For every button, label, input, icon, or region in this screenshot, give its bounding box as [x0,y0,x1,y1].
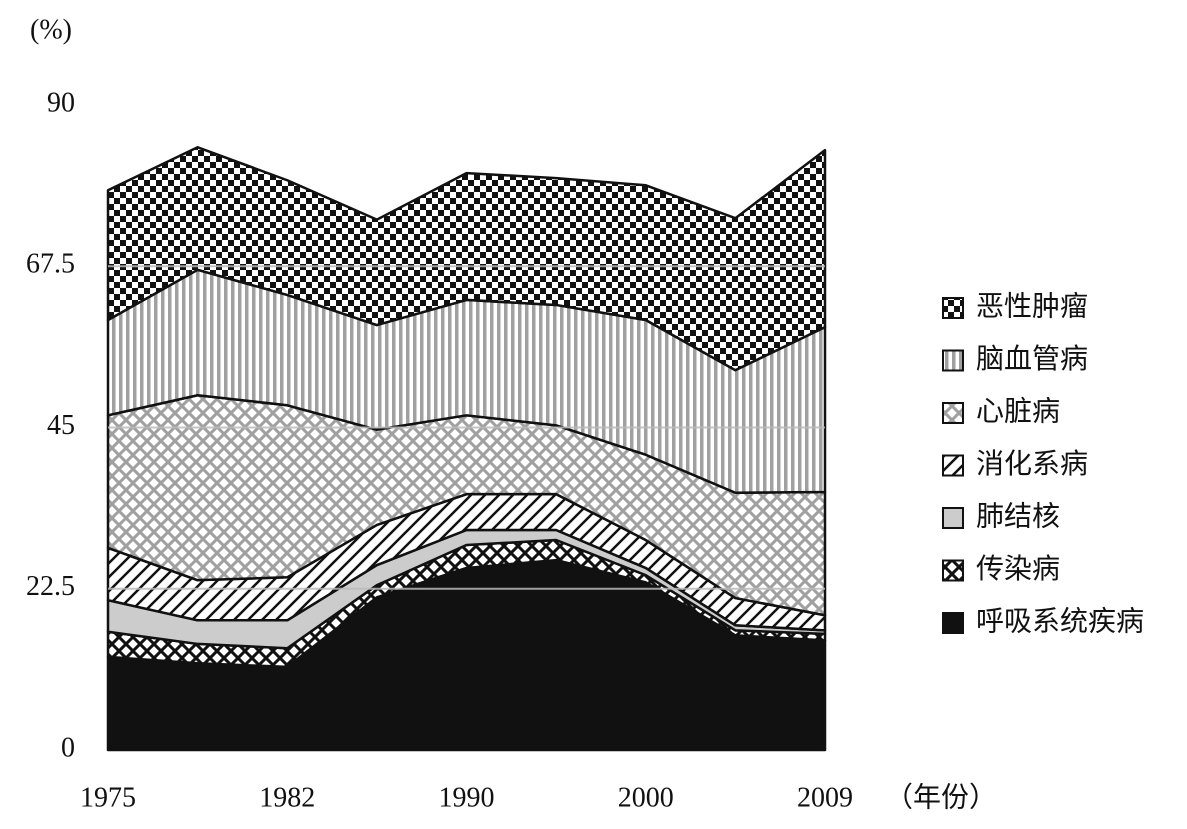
legend-swatch [942,559,964,582]
y-axis-label: (%) [30,14,72,45]
area [106,146,827,372]
legend-label: 脑血管病 [976,343,1088,375]
y-tick-label: 67.5 [26,249,75,280]
legend-label: 心脏病 [976,395,1060,427]
legend-swatch [942,297,964,319]
legend-label: 恶性肿瘤 [976,290,1088,322]
legend-label: 呼吸系统疾病 [976,605,1144,637]
x-tick-label: 1975 [80,782,136,813]
legend-swatch [942,349,964,372]
legend-swatch [942,612,964,634]
legend-swatch [942,402,964,424]
y-tick-label: 22.5 [26,571,75,602]
legend-swatch [942,454,964,477]
x-tick-label: 1990 [439,782,495,813]
x-tick-label: 1982 [259,782,315,813]
legend-label: 肺结核 [976,500,1060,532]
legend-label: 消化系病 [976,448,1088,480]
y-tick-label: 45 [47,410,75,441]
legend-label: 传染病 [976,553,1060,585]
y-tick-label: 90 [47,87,75,118]
legend-swatch [942,507,964,529]
y-tick-label: 0 [61,732,75,763]
x-tick-label: 2009 [797,782,853,813]
x-tick-label: 2000 [618,782,674,813]
x-axis-label: （年份） [885,781,997,813]
